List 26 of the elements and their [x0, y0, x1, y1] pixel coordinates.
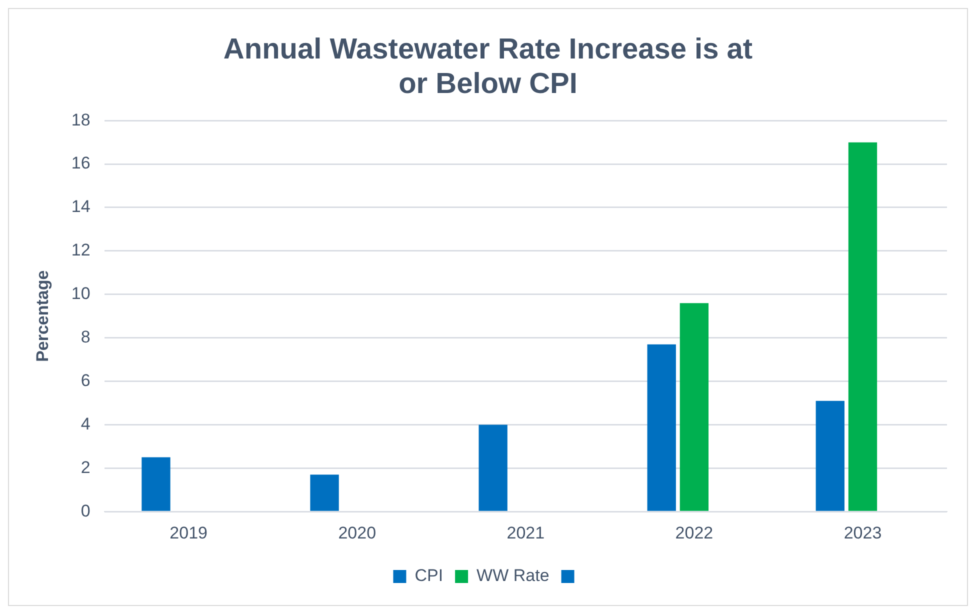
bar [478, 424, 508, 511]
y-tick-label: 0 [80, 501, 90, 520]
y-tick-label: 16 [71, 154, 90, 173]
y-tick-label: 18 [71, 110, 90, 130]
y-tick-label: 10 [71, 284, 90, 304]
bar [647, 344, 676, 511]
x-tick-label: 2022 [675, 523, 714, 542]
x-tick-label: 2020 [338, 523, 376, 542]
y-tick-label: 8 [80, 328, 90, 347]
x-tick-label: 2021 [506, 523, 545, 542]
chart-title: Annual Wastewater Rate Increase is at or Below CPI [223, 33, 753, 100]
legend-label: WW Rate [476, 566, 550, 586]
bar [680, 303, 709, 511]
legend-label: CPI [414, 566, 444, 586]
y-axis-title: Percentage [32, 270, 52, 362]
x-tick-label: 2019 [170, 523, 208, 542]
y-tick-label: 2 [80, 458, 90, 477]
y-tick-label: 14 [71, 197, 90, 216]
x-tick-label: 2023 [844, 523, 882, 542]
y-tick-label: 12 [71, 240, 90, 260]
bar [310, 474, 339, 511]
y-tick-label: 6 [80, 370, 90, 390]
bar [142, 457, 170, 511]
bar [816, 400, 844, 511]
y-tick-label: 4 [80, 414, 90, 434]
bar [848, 142, 878, 511]
